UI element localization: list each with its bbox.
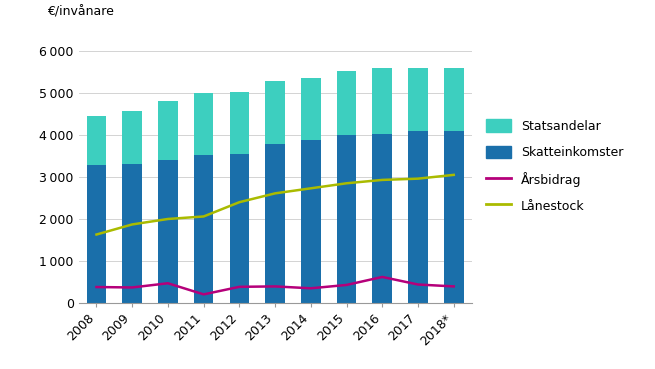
Bar (194, 93, 214, 155)
Bar (337, 135, 356, 303)
Bar (265, 81, 285, 144)
Bar (229, 92, 249, 154)
Bar (122, 164, 142, 303)
Bar (158, 101, 178, 160)
Bar (408, 131, 428, 303)
Bar (373, 134, 392, 303)
Bar (444, 131, 464, 303)
Bar (86, 115, 106, 165)
Bar (265, 144, 285, 303)
Bar (301, 139, 321, 303)
Bar (122, 111, 142, 164)
Legend: Statsandelar, Skatteinkomster, Årsbidrag, Lånestock: Statsandelar, Skatteinkomster, Årsbidrag… (486, 120, 623, 213)
Bar (444, 68, 464, 131)
Bar (301, 78, 321, 139)
Bar (229, 154, 249, 303)
Bar (194, 155, 214, 303)
Bar (373, 68, 392, 134)
Bar (86, 165, 106, 303)
Bar (408, 68, 428, 131)
Bar (158, 160, 178, 303)
Text: €/invånare: €/invånare (47, 6, 114, 18)
Bar (337, 71, 356, 135)
